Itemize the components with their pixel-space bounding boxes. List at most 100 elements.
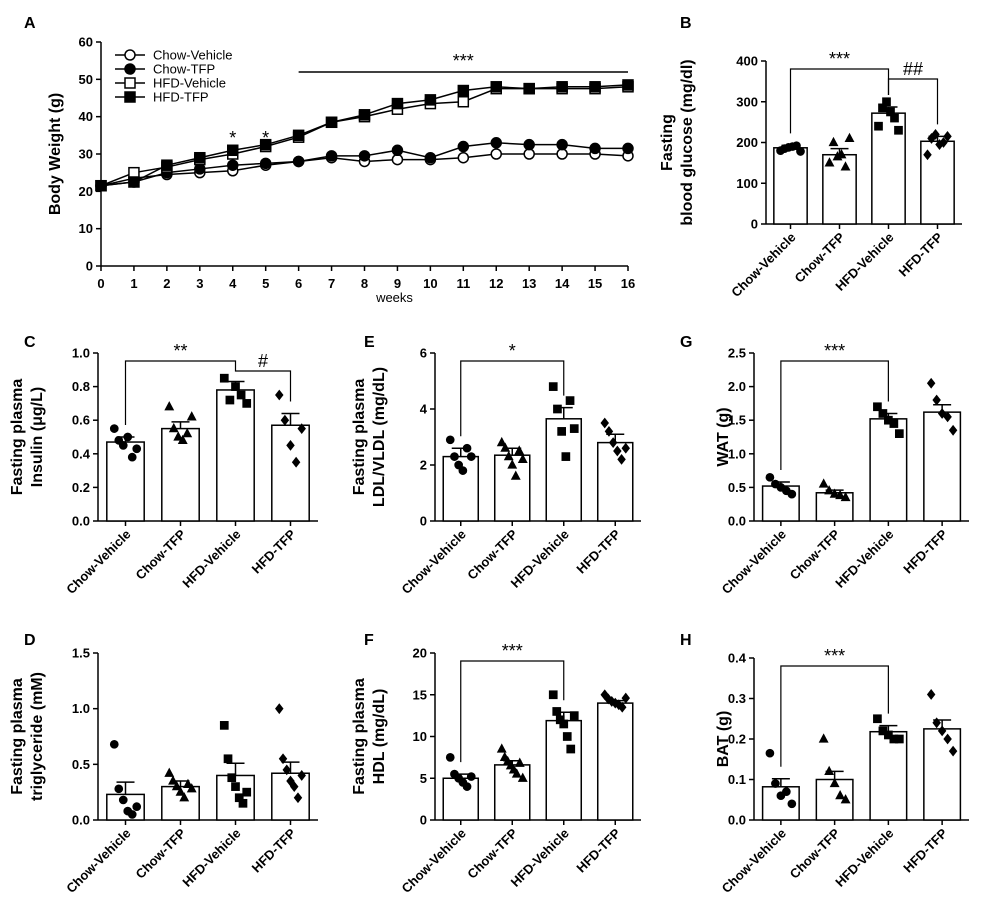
data-point [457,151,470,164]
y-tick-label: 200 [736,135,758,150]
data-point [835,489,846,500]
data-point [882,97,891,107]
data-point [943,130,952,142]
y-tick-label: 0.2 [728,732,746,747]
data-point [569,711,579,720]
data-point [109,739,119,749]
data-point [796,147,805,156]
x-tick-label: Chow-Vehicle [63,826,133,896]
data-point [462,443,472,453]
data-point [132,802,142,811]
panel-D: D 0.0 0.5 1.0 1.5 Fasting plasma triglyceride … [9,632,318,896]
data-point [391,97,404,110]
data-point [926,377,936,389]
data-point [286,439,295,451]
x-tick-label: HFD-TFP [900,825,950,875]
y-tick-label: 20 [79,184,93,199]
data-point [565,396,575,405]
data-point [466,772,476,781]
y-tick-label: 0.4 [728,651,747,666]
data-point [943,411,952,423]
y-tick-label: 60 [79,35,93,50]
data-point [325,116,338,129]
data-point [824,765,835,775]
data-point [840,161,851,171]
x-tick-label: 3 [196,276,203,291]
x-tick-label: 10 [423,276,437,291]
data-point [873,402,882,412]
significance-label: * [229,128,236,148]
data-point [173,431,184,441]
x-tick-label: HFD-Vehicle [832,527,896,591]
y-tick-label: 2.0 [728,379,746,394]
data-point [391,153,404,166]
data-point [457,84,470,97]
data-point [450,452,459,461]
data-point [548,382,558,391]
bar [773,147,808,225]
data-point [291,456,301,468]
significance-label: *** [824,646,845,666]
data-point [566,744,576,754]
data-point [128,176,140,188]
data-point [873,714,882,724]
data-point [164,767,175,777]
x-tick-label: Chow-TFP [464,526,520,582]
y-tick-label: 0 [86,259,93,274]
data-point [238,798,248,808]
panel-C: C 0.0 0.2 0.4 0.6 0.8 1.0 Fasting plasma Insulin… [9,334,318,597]
data-point [503,450,514,461]
legend-label: HFD-Vehicle [153,76,226,91]
data-point [280,414,290,426]
data-point [894,125,903,135]
data-point [445,753,455,762]
y-tick-label: 5 [420,771,427,786]
x-tick-label: HFD-TFP [573,825,623,875]
y-tick-label: 0 [420,514,427,529]
y-tick-label: 1.5 [72,646,90,661]
data-point [510,470,521,480]
x-tick-label: Chow-Vehicle [398,826,468,896]
y-axis-label: WAT (g) [715,407,732,466]
y-tick-label: 50 [79,72,93,87]
data-point [889,419,899,428]
data-point [161,159,173,171]
data-point [128,166,140,179]
data-point [829,488,840,498]
data-point [457,140,470,153]
significance-label: ** [173,341,187,361]
x-tick-label: 2 [163,276,170,291]
x-tick-label: Chow-TFP [133,526,189,582]
data-point [878,409,888,418]
data-point [824,157,835,167]
data-point [511,768,522,778]
data-point [932,394,941,406]
y-tick-label: 0.8 [72,379,90,394]
data-point [765,748,775,758]
panel-label: E [364,334,375,351]
panel-label: B [680,15,692,32]
data-point [219,721,229,730]
data-point [523,148,535,160]
data-point [124,91,136,103]
significance-bracket [124,360,237,425]
y-axis-label: Fasting plasma [351,678,368,795]
data-point [292,155,305,168]
data-point [223,754,233,764]
y-tick-label: 0 [751,217,758,232]
data-point [507,459,518,469]
data-point [926,689,936,700]
data-point [943,733,952,745]
data-point [613,445,622,457]
y-tick-label: 1.0 [728,446,746,461]
data-point [559,719,569,729]
data-point [391,144,404,157]
x-tick-label: 7 [328,276,335,291]
x-tick-label: HFD-TFP [249,825,299,875]
y-axis-label: Insulin (μg/L) [29,387,46,487]
data-point [589,81,601,93]
data-point [562,732,572,741]
significance-label: *** [829,49,850,69]
